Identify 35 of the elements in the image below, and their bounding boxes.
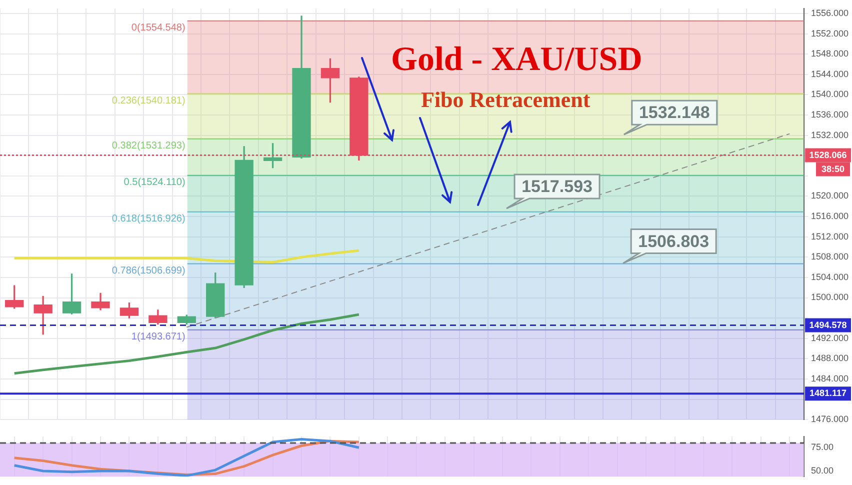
y-tick-label: 1508.000 xyxy=(811,252,849,262)
y-tick-label: 1492.000 xyxy=(811,332,849,343)
text: Gold - XAU/USD xyxy=(391,41,642,78)
y-tick-label: 75.00 xyxy=(811,442,834,452)
ref-line-label: 1481.117 xyxy=(809,388,847,398)
y-tick-label: 1520.000 xyxy=(811,190,849,201)
y-tick-label: 50.00 xyxy=(811,465,834,476)
band-label: 0(1554.548) xyxy=(131,22,186,34)
y-tick-label: 1536.000 xyxy=(811,109,849,120)
ref-line-label: 1494.578 xyxy=(809,320,847,330)
band-label: 0.382(1531.293) xyxy=(112,140,186,152)
annotation: 1506.803 xyxy=(638,232,710,251)
annotation: 1532.148 xyxy=(638,103,710,122)
band-label: 0.618(1516.926) xyxy=(112,214,186,225)
y-tick-label: 1548.000 xyxy=(811,48,849,59)
band-label: 1(1493.671) xyxy=(131,332,186,343)
y-tick-label: 1552.000 xyxy=(811,28,849,38)
band-label: 0.5(1524.110) xyxy=(124,177,186,188)
y-tick-label: 1484.000 xyxy=(811,373,849,384)
y-tick-label: 1512.000 xyxy=(811,231,849,242)
ref-line-label: 1528.066 xyxy=(809,150,847,160)
text: 38:50 xyxy=(821,164,845,174)
annotation: 1517.593 xyxy=(522,177,592,196)
y-tick-label: 1488.000 xyxy=(811,353,849,364)
y-tick-label: 1476.000 xyxy=(811,414,849,424)
y-tick-label: 1556.000 xyxy=(811,8,849,18)
band-label: 0.786(1506.699) xyxy=(112,266,186,277)
y-tick-label: 1532.000 xyxy=(811,130,849,140)
y-tick-label: 1516.000 xyxy=(811,211,849,222)
y-tick-label: 1544.000 xyxy=(811,68,849,79)
y-tick-label: 1504.000 xyxy=(811,272,849,282)
band-label: 0.236(1540.181) xyxy=(112,96,186,107)
text: Fibo Retracement xyxy=(421,87,591,112)
y-tick-label: 1500.000 xyxy=(811,292,849,302)
y-tick-label: 1540.000 xyxy=(811,89,849,100)
